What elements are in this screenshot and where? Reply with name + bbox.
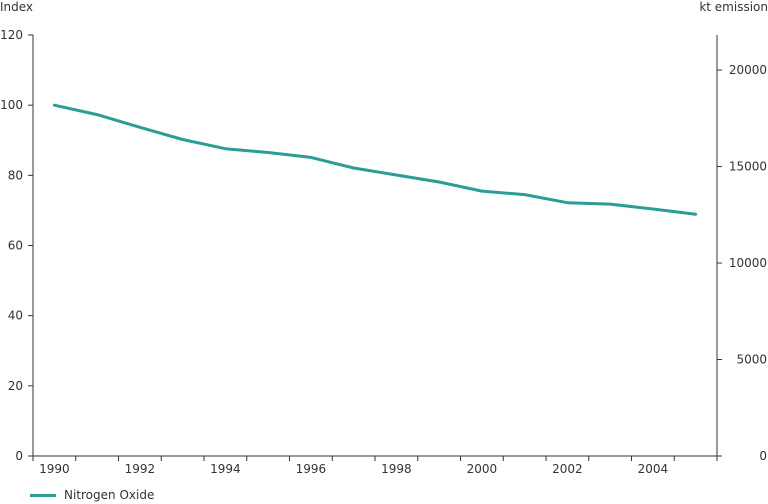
x-tick-label-1998: 1998 bbox=[381, 462, 412, 476]
series-layer bbox=[52, 103, 698, 216]
y-tick-label-left-80: 80 bbox=[8, 168, 23, 182]
y-tick-label-right-20000: 20000 bbox=[729, 63, 767, 77]
x-tick-label-1990: 1990 bbox=[39, 462, 70, 476]
y-tick-label-left-100: 100 bbox=[0, 98, 23, 112]
y-tick-label-right-0: 0 bbox=[759, 449, 767, 463]
series-line-nitrogen-oxide bbox=[52, 103, 698, 216]
axes bbox=[32, 35, 718, 457]
y-axis-title-left: Index bbox=[0, 0, 33, 14]
legend-label-nitrogen-oxide: Nitrogen Oxide bbox=[64, 488, 155, 502]
legend: Nitrogen Oxide bbox=[30, 488, 154, 502]
y-tick-label-left-120: 120 bbox=[0, 28, 23, 42]
y-axis-title-right: kt emission bbox=[699, 0, 768, 14]
y-tick-label-right-10000: 10000 bbox=[729, 256, 767, 270]
x-tick-label-1994: 1994 bbox=[210, 462, 241, 476]
y-tick-label-left-40: 40 bbox=[8, 309, 23, 323]
y-tick-label-left-60: 60 bbox=[8, 239, 23, 253]
x-tick-label-2004: 2004 bbox=[638, 462, 669, 476]
y-ticks-left: 0 20 40 60 80 100 120 bbox=[0, 28, 33, 463]
y-tick-label-right-5000: 5000 bbox=[736, 353, 767, 367]
x-tick-label-2000: 2000 bbox=[467, 462, 498, 476]
x-ticks: 1990 1992 1994 1996 1998 2000 2002 2004 bbox=[32, 456, 718, 476]
y-tick-label-left-0: 0 bbox=[15, 449, 23, 463]
y-ticks-right: 0 5000 10000 15000 20000 bbox=[717, 63, 767, 463]
x-tick-label-1996: 1996 bbox=[296, 462, 327, 476]
y-tick-label-right-15000: 15000 bbox=[729, 160, 767, 174]
y-tick-label-left-20: 20 bbox=[8, 379, 23, 393]
legend-swatch-nitrogen-oxide bbox=[30, 493, 56, 497]
x-tick-label-1992: 1992 bbox=[125, 462, 156, 476]
x-tick-label-2002: 2002 bbox=[552, 462, 583, 476]
